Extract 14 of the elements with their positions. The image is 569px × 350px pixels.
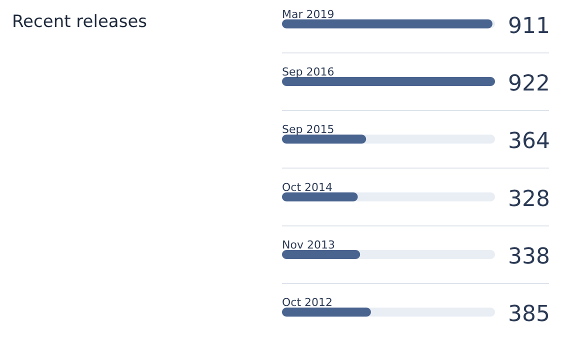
data-label: 328: [508, 186, 550, 212]
data-label: 922: [508, 72, 550, 96]
text: Recent releases: [12, 12, 148, 32]
data-label: 911: [508, 14, 550, 39]
y-tick-label: Nov 2013: [282, 238, 335, 252]
y-tick-label: Oct 2012: [282, 296, 333, 310]
y-tick-label: Mar 2019: [282, 8, 334, 21]
y-tick-label: Sep 2016: [282, 66, 334, 78]
data-label: 338: [508, 244, 550, 270]
y-tick-label: Sep 2015: [282, 123, 334, 136]
y-tick-label: Oct 2014: [282, 180, 333, 194]
bar: [282, 19, 492, 28]
data-label: 385: [508, 302, 550, 328]
data-label: 364: [508, 129, 550, 154]
